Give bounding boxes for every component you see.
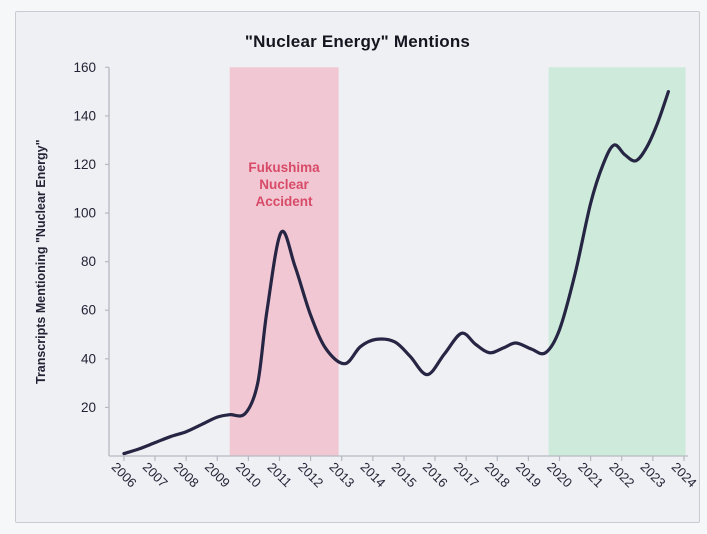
y-tick-label: 100	[73, 206, 96, 221]
x-tick-label: 2011	[264, 460, 294, 490]
x-tick-label: 2015	[389, 459, 420, 490]
x-tick-label: 2006	[109, 459, 140, 490]
x-tick-label: 2012	[295, 459, 326, 490]
x-tick-label: 2008	[171, 459, 202, 490]
x-tick-label: 2009	[202, 459, 233, 490]
y-tick-label: 140	[73, 108, 96, 123]
x-tick-label: 2021	[575, 459, 606, 490]
x-tick-label: 2023	[637, 459, 668, 490]
x-tick-label: 2017	[451, 459, 482, 490]
y-tick-label: 20	[81, 400, 96, 415]
fukushima-annotation-line1: Fukushima	[248, 160, 320, 175]
x-tick-label: 2014	[357, 459, 388, 490]
x-tick-label: 2018	[482, 459, 513, 490]
chart-title: "Nuclear Energy" Mentions	[244, 32, 471, 51]
x-tick-label: 2010	[233, 459, 264, 490]
x-tick-label: 2024	[669, 459, 700, 490]
x-tick-label: 2007	[140, 459, 171, 490]
x-tick-label: 2016	[420, 459, 451, 490]
y-tick-label: 40	[81, 351, 96, 366]
fukushima-annotation-line3: Accident	[255, 194, 313, 209]
fukushima-band	[229, 67, 339, 457]
x-tick-label: 2019	[513, 459, 544, 490]
y-tick-label: 80	[81, 254, 96, 269]
y-tick-label: 160	[73, 60, 96, 75]
post-2020-band	[548, 67, 686, 457]
x-tick-label: 2022	[606, 459, 637, 490]
chart-canvas: 20 40 60 80 100 120 140 160 2006 2007 2008 2009 2010…	[73, 60, 700, 491]
chart-card: "Nuclear Energy" Mentions Transcripts Me…	[15, 11, 700, 523]
x-tick-label: 2013	[326, 459, 357, 490]
x-tick-label: 2020	[544, 459, 575, 490]
mentions-line	[122, 89, 670, 456]
fukushima-annotation-line2: Nuclear	[259, 177, 309, 192]
fukushima-annotation: Fukushima Nuclear Accident	[219, 159, 349, 210]
y-tick-label: 60	[81, 303, 96, 318]
y-tick-label: 120	[73, 157, 96, 172]
